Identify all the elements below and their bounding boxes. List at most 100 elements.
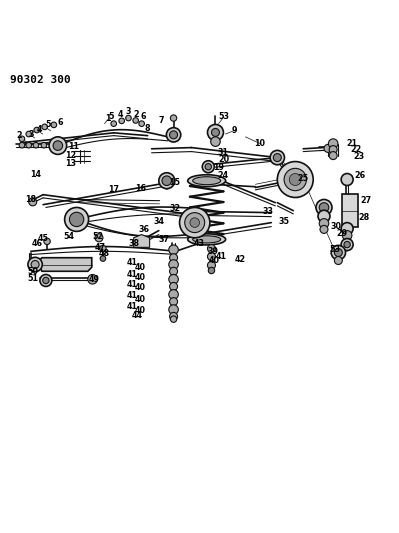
Text: 52: 52 bbox=[92, 232, 103, 241]
Circle shape bbox=[33, 142, 39, 148]
Circle shape bbox=[207, 125, 223, 140]
Circle shape bbox=[190, 218, 200, 228]
Circle shape bbox=[41, 142, 47, 148]
Circle shape bbox=[207, 253, 215, 261]
Text: 2: 2 bbox=[134, 110, 139, 118]
Circle shape bbox=[284, 168, 306, 191]
Text: 29: 29 bbox=[337, 229, 348, 238]
Text: 18: 18 bbox=[26, 195, 37, 204]
Text: 45: 45 bbox=[38, 234, 49, 243]
Circle shape bbox=[289, 174, 301, 185]
Circle shape bbox=[169, 245, 178, 255]
Circle shape bbox=[207, 245, 215, 253]
Text: 34: 34 bbox=[153, 217, 164, 227]
Text: 5: 5 bbox=[108, 112, 114, 122]
Circle shape bbox=[331, 245, 346, 260]
Text: 9: 9 bbox=[232, 126, 237, 134]
Text: 41: 41 bbox=[216, 252, 227, 261]
Circle shape bbox=[166, 127, 181, 142]
Circle shape bbox=[277, 161, 313, 197]
Text: 16: 16 bbox=[135, 184, 146, 193]
Polygon shape bbox=[134, 235, 150, 247]
Circle shape bbox=[51, 122, 57, 127]
Circle shape bbox=[342, 231, 352, 240]
Circle shape bbox=[170, 267, 178, 275]
Circle shape bbox=[29, 198, 37, 206]
Text: 2: 2 bbox=[16, 131, 22, 140]
Text: 32: 32 bbox=[169, 204, 180, 213]
Circle shape bbox=[126, 115, 131, 121]
Text: 7: 7 bbox=[159, 116, 164, 125]
Circle shape bbox=[324, 144, 332, 152]
Circle shape bbox=[111, 121, 117, 126]
Text: 6: 6 bbox=[140, 112, 146, 122]
Circle shape bbox=[43, 277, 49, 284]
Text: 41: 41 bbox=[127, 279, 138, 288]
Circle shape bbox=[170, 316, 177, 322]
Text: 46: 46 bbox=[31, 239, 42, 248]
Circle shape bbox=[53, 141, 63, 150]
Text: 44: 44 bbox=[132, 311, 143, 320]
Circle shape bbox=[100, 256, 106, 261]
Text: 17: 17 bbox=[108, 185, 119, 195]
Circle shape bbox=[334, 256, 342, 264]
Text: 10: 10 bbox=[254, 139, 265, 148]
Circle shape bbox=[341, 174, 353, 185]
Text: 90302 300: 90302 300 bbox=[10, 75, 71, 85]
Text: 40: 40 bbox=[135, 295, 146, 304]
Circle shape bbox=[133, 118, 138, 123]
Text: 41: 41 bbox=[127, 270, 138, 279]
Text: 53: 53 bbox=[218, 112, 229, 122]
Ellipse shape bbox=[193, 236, 221, 243]
Circle shape bbox=[170, 115, 177, 122]
Ellipse shape bbox=[188, 234, 226, 245]
Text: 3: 3 bbox=[28, 130, 34, 139]
Circle shape bbox=[69, 212, 84, 227]
Circle shape bbox=[329, 146, 337, 154]
Circle shape bbox=[170, 254, 178, 262]
Polygon shape bbox=[38, 258, 92, 271]
Text: 3: 3 bbox=[126, 107, 131, 116]
Text: 40: 40 bbox=[135, 306, 146, 315]
Circle shape bbox=[100, 245, 106, 252]
Text: 31: 31 bbox=[218, 148, 229, 157]
Text: 27: 27 bbox=[361, 196, 372, 205]
Circle shape bbox=[329, 151, 337, 159]
Circle shape bbox=[119, 118, 124, 124]
Circle shape bbox=[31, 261, 39, 269]
Text: 54: 54 bbox=[63, 232, 74, 241]
Circle shape bbox=[170, 312, 178, 320]
Circle shape bbox=[26, 131, 32, 137]
Text: 43: 43 bbox=[193, 239, 204, 248]
Circle shape bbox=[169, 289, 178, 299]
Text: 20: 20 bbox=[219, 155, 230, 164]
Circle shape bbox=[169, 305, 178, 314]
Circle shape bbox=[211, 137, 220, 147]
Circle shape bbox=[207, 261, 215, 269]
Text: 1: 1 bbox=[105, 115, 111, 123]
Circle shape bbox=[180, 207, 210, 238]
Text: 47: 47 bbox=[95, 243, 106, 252]
Text: 25: 25 bbox=[298, 174, 309, 183]
Circle shape bbox=[270, 150, 284, 165]
Text: 41: 41 bbox=[127, 302, 138, 311]
Text: 4: 4 bbox=[37, 125, 43, 134]
Text: 37: 37 bbox=[159, 235, 170, 244]
Text: 42: 42 bbox=[235, 255, 246, 264]
Circle shape bbox=[139, 121, 144, 126]
Ellipse shape bbox=[193, 177, 221, 185]
Text: 11: 11 bbox=[68, 142, 79, 151]
Text: 48: 48 bbox=[99, 249, 110, 258]
Text: 49: 49 bbox=[88, 275, 99, 284]
Circle shape bbox=[170, 131, 178, 139]
Circle shape bbox=[316, 199, 332, 215]
Circle shape bbox=[44, 238, 50, 245]
Circle shape bbox=[341, 239, 353, 251]
Ellipse shape bbox=[188, 175, 226, 187]
Text: 23: 23 bbox=[354, 152, 365, 161]
Circle shape bbox=[169, 260, 178, 269]
Circle shape bbox=[341, 223, 353, 235]
Circle shape bbox=[19, 142, 25, 148]
Circle shape bbox=[202, 161, 214, 173]
Text: 33: 33 bbox=[263, 207, 274, 216]
